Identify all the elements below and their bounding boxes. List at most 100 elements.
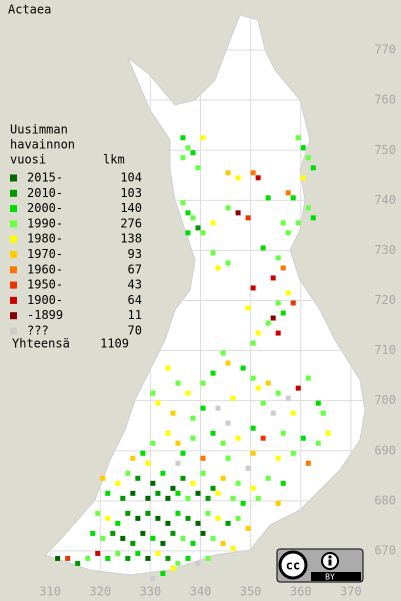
observation-square xyxy=(285,290,291,296)
observation-square xyxy=(195,225,201,231)
legend-swatch xyxy=(10,220,17,228)
observation-square xyxy=(210,250,216,256)
observation-square xyxy=(235,480,241,486)
legend-label: 1970- xyxy=(27,247,63,261)
y-tick-label: 750 xyxy=(374,143,396,157)
observation-square xyxy=(245,305,251,311)
observation-square xyxy=(255,495,261,501)
observation-square xyxy=(180,135,186,141)
observation-square xyxy=(310,165,316,171)
observation-square xyxy=(185,145,191,151)
observation-square xyxy=(250,285,256,291)
observation-square xyxy=(175,560,181,566)
observation-square xyxy=(200,530,206,536)
observation-square xyxy=(165,365,171,371)
observation-square xyxy=(325,430,331,436)
observation-square xyxy=(230,495,236,501)
observation-square xyxy=(265,320,271,326)
observation-square xyxy=(125,555,131,561)
observation-square xyxy=(250,375,256,381)
observation-square xyxy=(280,265,286,271)
legend-count: 11 xyxy=(128,308,142,322)
observation-square xyxy=(195,165,201,171)
observation-square xyxy=(290,195,296,201)
observation-square xyxy=(180,475,186,481)
observation-square xyxy=(285,395,291,401)
observation-square xyxy=(270,410,276,416)
y-tick-label: 670 xyxy=(374,543,396,557)
observation-square xyxy=(200,230,206,236)
legend-label: ??? xyxy=(27,324,49,338)
observation-square xyxy=(275,330,281,336)
observation-square xyxy=(210,430,216,436)
legend-count: 70 xyxy=(128,324,142,338)
observation-square xyxy=(190,435,196,441)
observation-square xyxy=(225,205,231,211)
observation-square xyxy=(105,555,111,561)
legend-count: 140 xyxy=(120,201,142,215)
observation-square xyxy=(245,525,251,531)
observation-square xyxy=(215,490,221,496)
observation-square xyxy=(240,500,246,506)
observation-square xyxy=(275,455,281,461)
observation-square xyxy=(225,360,231,366)
observation-square xyxy=(145,510,151,516)
observation-squares xyxy=(55,135,331,581)
observation-square xyxy=(210,220,216,226)
legend-label: 2010- xyxy=(27,186,63,200)
observation-square xyxy=(140,530,146,536)
legend-swatch xyxy=(10,327,17,335)
observation-square xyxy=(125,510,131,516)
y-tick-label: 760 xyxy=(374,93,396,107)
legend-header: Uusimman xyxy=(10,123,68,137)
license-badge: cc BY xyxy=(276,548,364,583)
observation-square xyxy=(135,475,141,481)
observation-square xyxy=(200,405,206,411)
observation-square xyxy=(95,510,101,516)
observation-square xyxy=(100,475,106,481)
observation-square xyxy=(305,155,311,161)
observation-square xyxy=(280,310,286,316)
observation-square xyxy=(115,550,121,556)
observation-square xyxy=(215,265,221,271)
observation-square xyxy=(270,275,276,281)
x-tick-label: 360 xyxy=(290,585,312,599)
observation-square xyxy=(130,455,136,461)
legend-label: 2015- xyxy=(27,171,63,185)
total-value: 1109 xyxy=(100,337,129,351)
observation-square xyxy=(275,390,281,396)
observation-square xyxy=(225,455,231,461)
observation-square xyxy=(220,540,226,546)
observation-square xyxy=(205,495,211,501)
observation-square xyxy=(280,430,286,436)
observation-square xyxy=(180,535,186,541)
x-tick-label: 340 xyxy=(190,585,212,599)
legend-count: 43 xyxy=(128,278,142,292)
observation-square xyxy=(90,530,96,536)
observation-square xyxy=(55,555,61,561)
observation-square xyxy=(160,470,166,476)
legend-count: 104 xyxy=(120,171,142,185)
observation-square xyxy=(255,330,261,336)
legend-swatch xyxy=(10,312,17,320)
observation-square xyxy=(270,315,276,321)
observation-square xyxy=(275,255,281,261)
observation-square xyxy=(175,460,181,466)
observation-square xyxy=(200,455,206,461)
observation-square xyxy=(120,535,126,541)
observation-square xyxy=(250,170,256,176)
x-tick-label: 310 xyxy=(39,585,61,599)
observation-square xyxy=(210,370,216,376)
legend-count: 67 xyxy=(128,262,142,276)
legend-count: 103 xyxy=(120,186,142,200)
legend-swatch xyxy=(10,296,17,304)
observation-square xyxy=(185,555,191,561)
observation-square xyxy=(170,530,176,536)
observation-square xyxy=(135,515,141,521)
legend-swatch xyxy=(10,235,17,243)
observation-square xyxy=(195,560,201,566)
observation-square xyxy=(170,565,176,571)
observation-square xyxy=(100,535,106,541)
total-label: Yhteensä xyxy=(12,337,70,351)
y-tick-label: 720 xyxy=(374,293,396,307)
